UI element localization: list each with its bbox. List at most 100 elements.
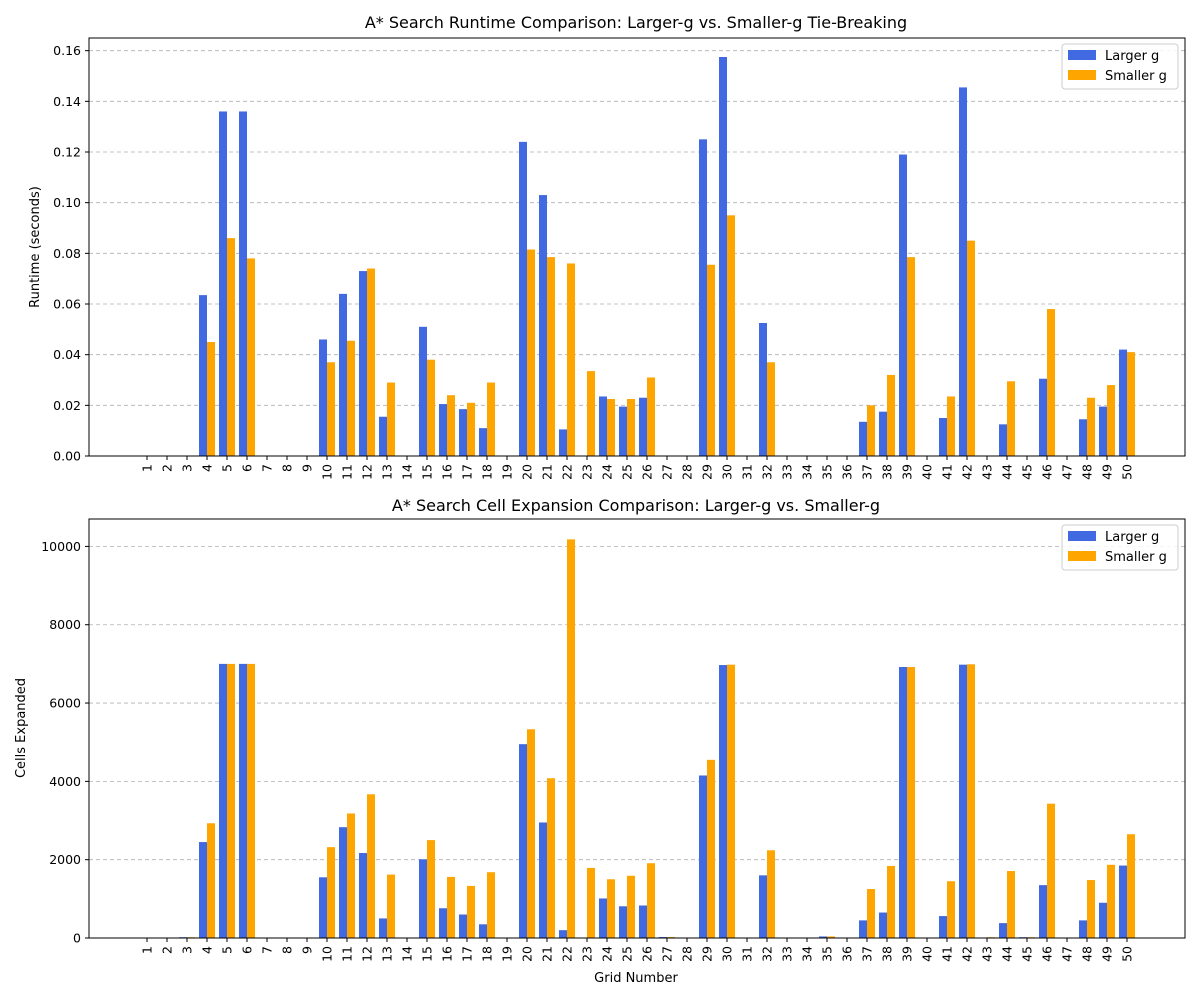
runtime-x-tick-label: 37 xyxy=(860,464,875,480)
cell-expansion-bar-larger-g xyxy=(599,898,607,938)
runtime-bar-smaller-g xyxy=(487,382,495,456)
cell-expansion-x-tick-label: 38 xyxy=(880,946,895,962)
runtime-bar-larger-g xyxy=(479,428,487,456)
cell-expansion-x-tick-label: 47 xyxy=(1060,946,1075,962)
cell-expansion-bar-smaller-g xyxy=(487,872,495,938)
runtime-x-tick-label: 49 xyxy=(1100,464,1115,480)
cell-expansion-x-tick-label: 8 xyxy=(280,946,295,954)
cell-expansion-x-tick-label: 40 xyxy=(920,946,935,962)
cell-expansion-legend-label-larger-g: Larger g xyxy=(1105,530,1159,545)
runtime-y-tick-label: 0.00 xyxy=(53,449,81,464)
cell-expansion-x-tick-label: 30 xyxy=(720,946,735,962)
runtime-bar-larger-g xyxy=(959,87,967,457)
cell-expansion-y-tick-label: 4000 xyxy=(49,774,81,789)
cell-expansion-bar-larger-g xyxy=(859,920,867,938)
cell-expansion-x-tick-label: 11 xyxy=(340,946,355,962)
runtime-x-tick-label: 35 xyxy=(820,464,835,480)
cell-expansion-legend-label-smaller-g: Smaller g xyxy=(1105,550,1167,565)
runtime-x-tick-label: 46 xyxy=(1040,464,1055,480)
runtime-x-tick-label: 29 xyxy=(700,464,715,480)
cell-expansion-bar-smaller-g xyxy=(587,867,595,938)
runtime-legend-swatch-larger-g xyxy=(1068,50,1096,60)
runtime-x-tick-label: 23 xyxy=(580,464,595,480)
runtime-bar-smaller-g xyxy=(387,382,395,456)
cell-expansion-x-tick-label: 13 xyxy=(380,946,395,962)
cell-expansion-bar-smaller-g xyxy=(887,865,895,938)
cell-expansion-bar-smaller-g xyxy=(607,879,615,938)
cell-expansion-bar-larger-g xyxy=(199,842,207,938)
runtime-bar-smaller-g xyxy=(887,374,895,456)
cell-expansion-x-tick-label: 45 xyxy=(1020,946,1035,962)
cell-expansion-bar-smaller-g xyxy=(527,729,535,938)
cell-expansion-bar-smaller-g xyxy=(1107,864,1115,938)
cell-expansion-x-tick-label: 46 xyxy=(1040,946,1055,962)
runtime-x-tick-label: 39 xyxy=(900,464,915,480)
runtime-bar-larger-g xyxy=(619,406,627,456)
runtime-bars xyxy=(199,57,1135,457)
cell-expansion-bar-larger-g xyxy=(1119,865,1127,938)
cell-expansion-bar-larger-g xyxy=(219,663,227,938)
runtime-bar-larger-g xyxy=(719,57,727,456)
cell-expansion-x-tick-label: 29 xyxy=(700,946,715,962)
runtime-bar-smaller-g xyxy=(607,399,615,456)
runtime-x-tick-label: 27 xyxy=(660,464,675,480)
cell-expansion-bar-larger-g xyxy=(959,664,967,938)
cell-expansion-x-tick-label: 43 xyxy=(980,946,995,962)
cell-expansion-x-tick-label: 21 xyxy=(540,946,555,962)
runtime-x-tick-label: 25 xyxy=(620,464,635,480)
cell-expansion-bar-smaller-g xyxy=(447,876,455,938)
cell-expansion-bar-smaller-g xyxy=(767,850,775,938)
cell-expansion-x-tick-label: 42 xyxy=(960,946,975,962)
cell-expansion-legend: Larger g Smaller g xyxy=(1061,524,1179,571)
runtime-bar-smaller-g xyxy=(627,399,635,456)
runtime-bar-smaller-g xyxy=(907,257,915,456)
runtime-x-tick-label: 1 xyxy=(140,464,155,472)
runtime-x-tick-label: 6 xyxy=(240,464,255,472)
runtime-y-tick-label: 0.10 xyxy=(53,195,81,210)
cell-expansion-y-tick-label: 2000 xyxy=(49,852,81,867)
cell-expansion-chart-title: A* Search Cell Expansion Comparison: Lar… xyxy=(392,496,880,515)
runtime-bar-larger-g xyxy=(1079,419,1087,456)
runtime-legend-swatch-smaller-g xyxy=(1068,70,1096,80)
cell-expansion-x-tick-label: 24 xyxy=(600,946,615,962)
cell-expansion-bar-smaller-g xyxy=(947,881,955,938)
cell-expansion-x-tick-label: 32 xyxy=(760,946,775,962)
cell-expansion-x-tick-label: 15 xyxy=(420,946,435,962)
cell-expansion-x-tick-label: 34 xyxy=(800,946,815,962)
runtime-bar-smaller-g xyxy=(1007,381,1015,456)
runtime-bar-smaller-g xyxy=(327,362,335,456)
cell-expansion-x-tick-label: 39 xyxy=(900,946,915,962)
cell-expansion-x-tick-label: 12 xyxy=(360,946,375,962)
cell-expansion-bar-larger-g xyxy=(1099,902,1107,938)
runtime-bar-larger-g xyxy=(1039,378,1047,456)
runtime-x-tick-label: 5 xyxy=(220,464,235,472)
cell-expansion-bar-smaller-g xyxy=(427,840,435,938)
runtime-bar-larger-g xyxy=(459,409,467,456)
runtime-bar-larger-g xyxy=(859,421,867,456)
runtime-bar-larger-g xyxy=(559,429,567,456)
cell-expansion-bar-smaller-g xyxy=(1127,834,1135,938)
runtime-x-tick-label: 15 xyxy=(420,464,435,480)
runtime-x-tick-label: 18 xyxy=(480,464,495,480)
runtime-bar-smaller-g xyxy=(1087,397,1095,456)
cell-expansion-bar-larger-g xyxy=(619,906,627,938)
runtime-x-tick-label: 50 xyxy=(1120,464,1135,480)
runtime-y-tick-label: 0.08 xyxy=(53,246,81,261)
cell-expansion-x-tick-label: 3 xyxy=(180,946,195,954)
cell-expansion-bar-smaller-g xyxy=(827,936,835,938)
cell-expansion-bar-smaller-g xyxy=(967,664,975,938)
cell-expansion-bar-larger-g xyxy=(239,663,247,938)
cell-expansion-bar-smaller-g xyxy=(1007,871,1015,938)
cell-expansion-x-tick-label: 31 xyxy=(740,946,755,962)
cell-expansion-x-tick-label: 20 xyxy=(520,946,535,962)
runtime-bar-smaller-g xyxy=(347,340,355,456)
runtime-x-tick-label: 36 xyxy=(840,464,855,480)
runtime-bar-larger-g xyxy=(1099,406,1107,456)
cell-expansion-x-tick-label: 25 xyxy=(620,946,635,962)
runtime-x-tick-label: 42 xyxy=(960,464,975,480)
runtime-legend-label-smaller-g: Smaller g xyxy=(1105,69,1167,84)
cell-expansion-chart: A* Search Cell Expansion Comparison: Lar… xyxy=(14,496,1186,986)
runtime-x-tick-label: 48 xyxy=(1080,464,1095,480)
cell-expansion-bar-larger-g xyxy=(1039,885,1047,938)
runtime-x-ticks: 1 2 3 4 5 6 7 8 9 10 11 12 13 14 15 16 17 18 19 20 21 22 23 24 2… xyxy=(140,456,1135,480)
